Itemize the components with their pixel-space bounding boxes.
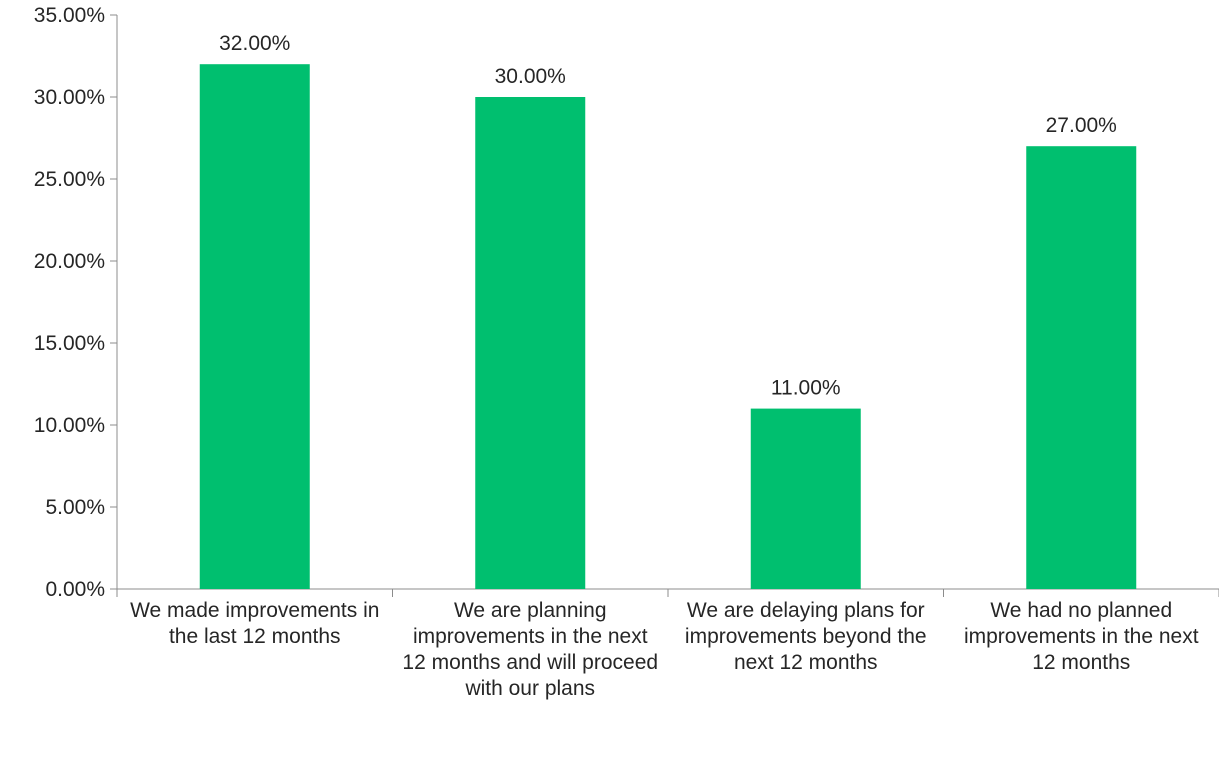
bar (1026, 146, 1137, 589)
x-tick-label: We had no planned improvements in the ne… (963, 599, 1199, 674)
data-label: 32.00% (219, 32, 290, 55)
y-tick-label: 30.00% (34, 86, 105, 109)
y-tick-label: 25.00% (34, 168, 105, 191)
x-tick-label: We are planning improvements in the next… (402, 599, 659, 700)
y-tick-label: 5.00% (45, 496, 105, 519)
bar (750, 408, 861, 589)
bar (475, 97, 586, 589)
data-label: 11.00% (771, 377, 841, 400)
y-tick-label: 15.00% (34, 332, 105, 355)
data-label: 30.00% (495, 65, 566, 88)
y-tick-label: 35.00% (34, 4, 105, 27)
y-tick-label: 10.00% (34, 414, 105, 437)
bar (199, 64, 310, 589)
y-tick-label: 0.00% (45, 578, 105, 601)
y-tick-label: 20.00% (34, 250, 105, 273)
x-tick-label: We made improvements in the last 12 mont… (130, 599, 380, 648)
data-label: 27.00% (1046, 114, 1117, 137)
x-tick-label: We are delaying plans for improvements b… (684, 599, 927, 674)
